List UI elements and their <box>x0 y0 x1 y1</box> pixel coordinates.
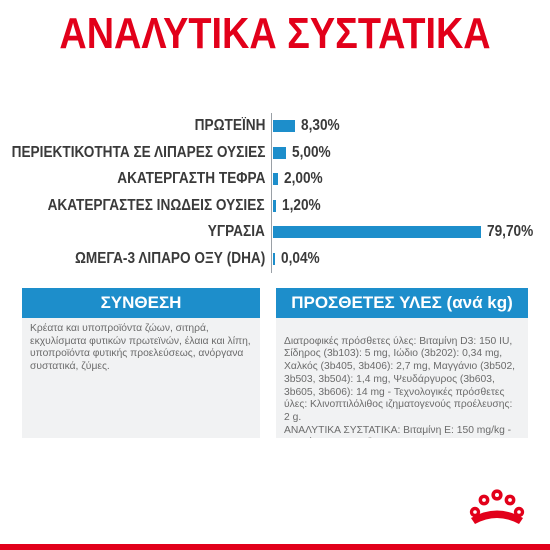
bar-value-label: 0,04% <box>281 250 320 267</box>
chart-row: ΠΕΡΙΕΚΤΙΚΟΤΗΤΑ ΣΕ ΛΙΠΑΡΕΣ ΟΥΣΙΕΣ 5,00% <box>0 141 550 165</box>
composition-heading: ΣΥΝΘΕΣΗ <box>100 293 182 312</box>
bar <box>273 173 279 186</box>
chart-row: ΑΚΑΤΕΡΓΑΣΤΗ ΤΕΦΡΑ 2,00% <box>0 167 550 191</box>
chart-row: ΑΚΑΤΕΡΓΑΣΤΕΣ ΙΝΩΔΕΙΣ ΟΥΣΙΕΣ 1,20% <box>0 194 550 218</box>
chart-row: ΩΜΕΓΑ-3 ΛΙΠΑΡΟ ΟΞΥ (DHA) 0,04% <box>0 247 550 271</box>
category-label: ΑΚΑΤΕΡΓΑΣΤΕΣ ΙΝΩΔΕΙΣ ΟΥΣΙΕΣ <box>48 196 265 214</box>
composition-header: ΣΥΝΘΕΣΗ <box>22 288 260 318</box>
bar <box>273 120 295 132</box>
royal-canin-crown-icon <box>469 489 525 524</box>
bar-value-label: 8,30% <box>300 117 340 134</box>
category-label: ΠΕΡΙΕΚΤΙΚΟΤΗΤΑ ΣΕ ΛΙΠΑΡΕΣ ΟΥΣΙΕΣ <box>11 143 265 161</box>
category-label: ΥΓΡΑΣΙΑ <box>207 223 265 241</box>
page-title: ΑΝΑΛΥΤΙΚΑ ΣΥΣΤΑΤΙΚΑ <box>59 9 491 58</box>
chart-row: ΠΡΩΤΕΪΝΗ 8,30% <box>0 114 550 138</box>
additives-panel: Διατροφικές πρόσθετες ύλες: Βιταμίνη D3:… <box>276 318 528 438</box>
additives-header: ΠΡΟΣΘΕΤΕΣ ΥΛΕΣ (ανά kg) <box>276 288 528 318</box>
bar <box>273 226 481 239</box>
composition-text: Κρέατα και υποπροϊόντα ζώων, σιτηρά, εκχ… <box>30 323 251 373</box>
bar-value-label: 5,00% <box>292 143 331 161</box>
bar-value-label: 79,70% <box>487 223 534 241</box>
additives-heading: ΠΡΟΣΘΕΤΕΣ ΥΛΕΣ (ανά kg) <box>291 293 513 312</box>
bar-value-label: 1,20% <box>282 196 321 214</box>
bar-value-label: 2,00% <box>284 170 323 188</box>
category-label: ΩΜΕΓΑ-3 ΛΙΠΑΡΟ ΟΞΥ (DHA) <box>74 250 265 267</box>
additives-text: Διατροφικές πρόσθετες ύλες: Βιταμίνη D3:… <box>284 335 516 438</box>
brand-bottom-line <box>0 544 550 550</box>
bar <box>273 253 275 265</box>
chart-row: ΥΓΡΑΣΙΑ 79,70% <box>0 220 550 244</box>
bar <box>273 146 287 159</box>
category-label: ΑΚΑΤΕΡΓΑΣΤΗ ΤΕΦΡΑ <box>116 170 265 188</box>
composition-panel: Κρέατα και υποπροϊόντα ζώων, σιτηρά, εκχ… <box>22 318 260 438</box>
bar <box>273 199 277 212</box>
chart-axis <box>271 113 272 273</box>
category-label: ΠΡΩΤΕΪΝΗ <box>194 117 265 134</box>
